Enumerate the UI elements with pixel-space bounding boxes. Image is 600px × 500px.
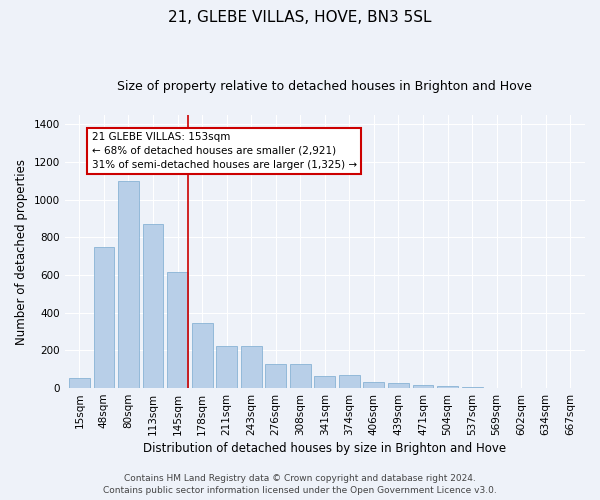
Text: Contains HM Land Registry data © Crown copyright and database right 2024.
Contai: Contains HM Land Registry data © Crown c… (103, 474, 497, 495)
Bar (413, 385, 433, 388)
Bar (437, 386, 458, 388)
Bar (461, 387, 482, 388)
Bar (94, 247, 115, 388)
Y-axis label: Number of detached properties: Number of detached properties (15, 158, 28, 344)
Bar (241, 346, 262, 388)
Bar (265, 364, 286, 388)
Bar (290, 364, 311, 388)
Bar (364, 382, 385, 388)
Bar (118, 181, 139, 388)
Text: 21 GLEBE VILLAS: 153sqm
← 68% of detached houses are smaller (2,921)
31% of semi: 21 GLEBE VILLAS: 153sqm ← 68% of detache… (92, 132, 357, 170)
Bar (191, 323, 212, 388)
Bar (339, 375, 360, 388)
Bar (216, 346, 237, 388)
Bar (69, 378, 90, 388)
Bar (143, 224, 163, 388)
Bar (388, 384, 409, 388)
Bar (167, 272, 188, 388)
Text: 21, GLEBE VILLAS, HOVE, BN3 5SL: 21, GLEBE VILLAS, HOVE, BN3 5SL (168, 10, 432, 25)
Title: Size of property relative to detached houses in Brighton and Hove: Size of property relative to detached ho… (118, 80, 532, 93)
Bar (314, 376, 335, 388)
X-axis label: Distribution of detached houses by size in Brighton and Hove: Distribution of detached houses by size … (143, 442, 506, 455)
